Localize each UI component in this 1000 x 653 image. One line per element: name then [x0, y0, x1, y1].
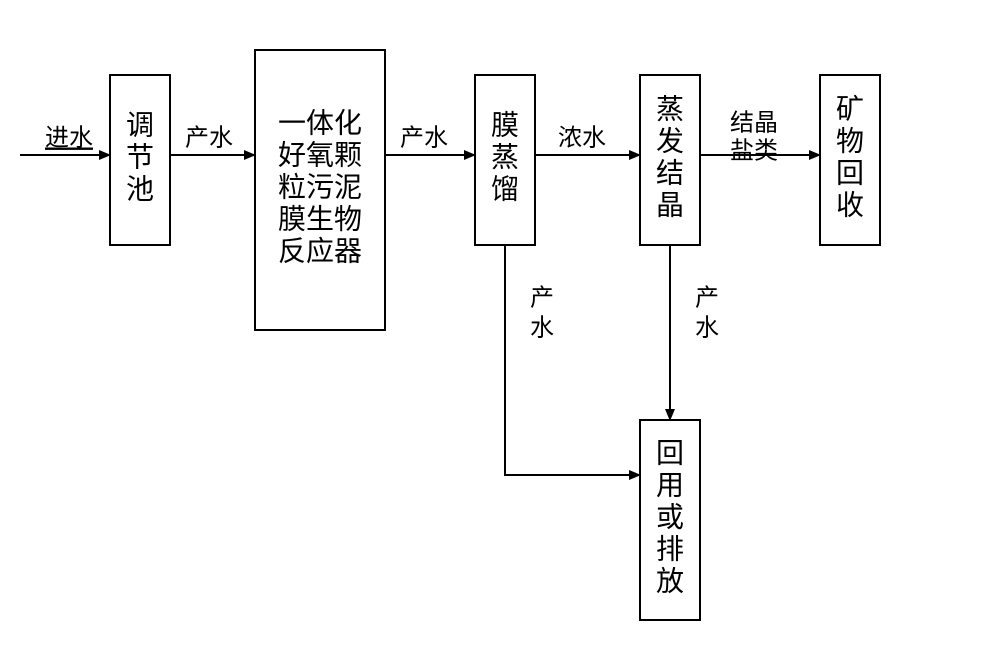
node-n5: 矿物回收 [820, 75, 880, 245]
node-n2: 一体化好氧颗粒污泥膜生物反应器 [255, 50, 385, 330]
node-label: 排 [656, 533, 684, 565]
node-label: 发 [656, 125, 684, 157]
node-label: 节 [126, 141, 154, 173]
edge-label: 进水 [45, 125, 93, 152]
node-label: 矿 [836, 93, 864, 125]
node-label: 用 [656, 470, 684, 501]
edge-label: 产 [695, 285, 719, 312]
edge-label: 产水 [185, 125, 233, 152]
edge-label: 水 [530, 315, 554, 342]
edge-label: 盐类 [730, 138, 778, 165]
node-label: 或 [656, 501, 684, 533]
edge-e3: 浓水 [535, 125, 640, 156]
node-label: 反应器 [278, 235, 362, 267]
edge-e5: 产水 [505, 245, 640, 475]
edge-label: 产水 [400, 125, 448, 152]
node-label: 收 [836, 189, 864, 221]
node-label: 池 [126, 173, 154, 205]
edge-e6: 产水 [670, 245, 719, 420]
node-label: 回 [656, 438, 684, 469]
edge-label: 产 [530, 285, 554, 312]
node-n4: 蒸发结晶 [640, 75, 700, 245]
edge-e2: 产水 [385, 125, 475, 156]
edge-label: 水 [695, 315, 719, 342]
node-label: 放 [656, 565, 684, 597]
node-label: 蒸 [491, 141, 519, 173]
edge-label: 结晶 [730, 110, 778, 137]
node-label: 蒸 [656, 93, 684, 125]
node-n3: 膜蒸馏 [475, 75, 535, 245]
node-n6: 回用或排放 [640, 420, 700, 620]
node-label: 结 [656, 157, 684, 189]
edge-line [505, 245, 640, 475]
node-label: 好氧颗 [278, 139, 362, 171]
node-label: 晶 [656, 190, 684, 221]
edge-e1: 产水 [170, 125, 255, 156]
node-label: 调 [126, 110, 154, 141]
node-n1: 调节池 [110, 75, 170, 245]
node-label: 一体化 [278, 107, 362, 139]
node-label: 物 [836, 125, 864, 157]
node-label: 回 [836, 158, 864, 189]
node-label: 粒污泥 [278, 171, 362, 203]
node-label: 膜 [491, 109, 519, 141]
edge-e4: 结晶盐类 [700, 110, 820, 165]
node-label: 膜生物 [278, 203, 362, 235]
edge-e0: 进水 [20, 125, 110, 156]
edge-label: 浓水 [558, 125, 606, 152]
node-label: 馏 [491, 173, 519, 205]
